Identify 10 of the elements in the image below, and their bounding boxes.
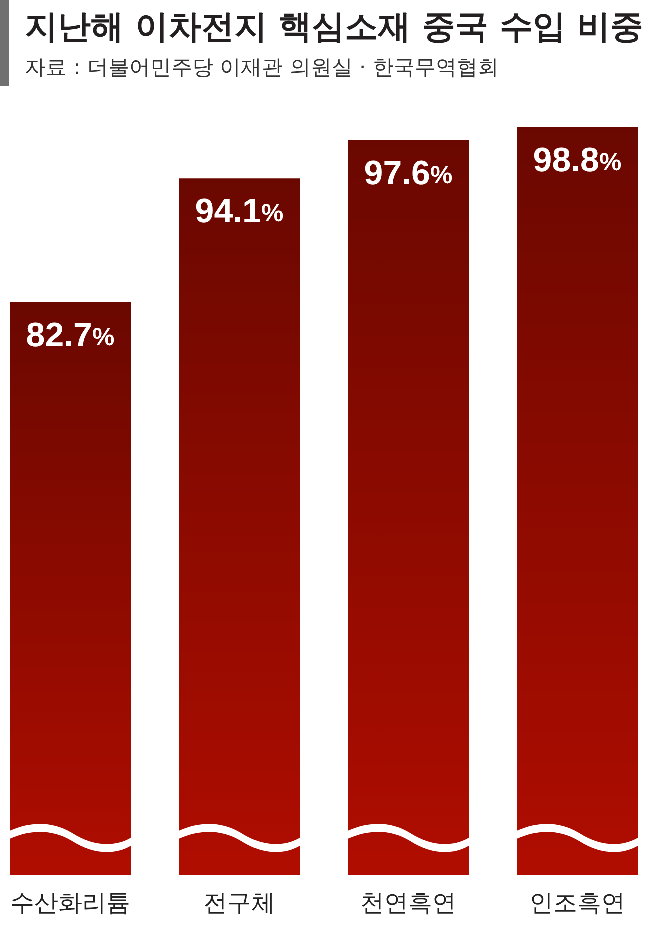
x-tick-label: 천연흑연	[360, 889, 456, 917]
data-label: 82.7%	[26, 316, 115, 354]
x-tick-label: 인조흑연	[530, 889, 626, 917]
chart-subtitle: 자료 : 더불어민주당 이재관 의원실 · 한국무역협회	[25, 56, 499, 80]
x-tick-label: 수산화리튬	[10, 889, 130, 917]
x-tick-label: 전구체	[204, 889, 276, 917]
data-label: 98.8%	[533, 142, 622, 180]
data-label: 97.6%	[364, 154, 453, 193]
chart-title: 지난해 이차전지 핵심소재 중국 수입 비중	[25, 7, 644, 46]
data-label: 94.1%	[195, 192, 284, 231]
